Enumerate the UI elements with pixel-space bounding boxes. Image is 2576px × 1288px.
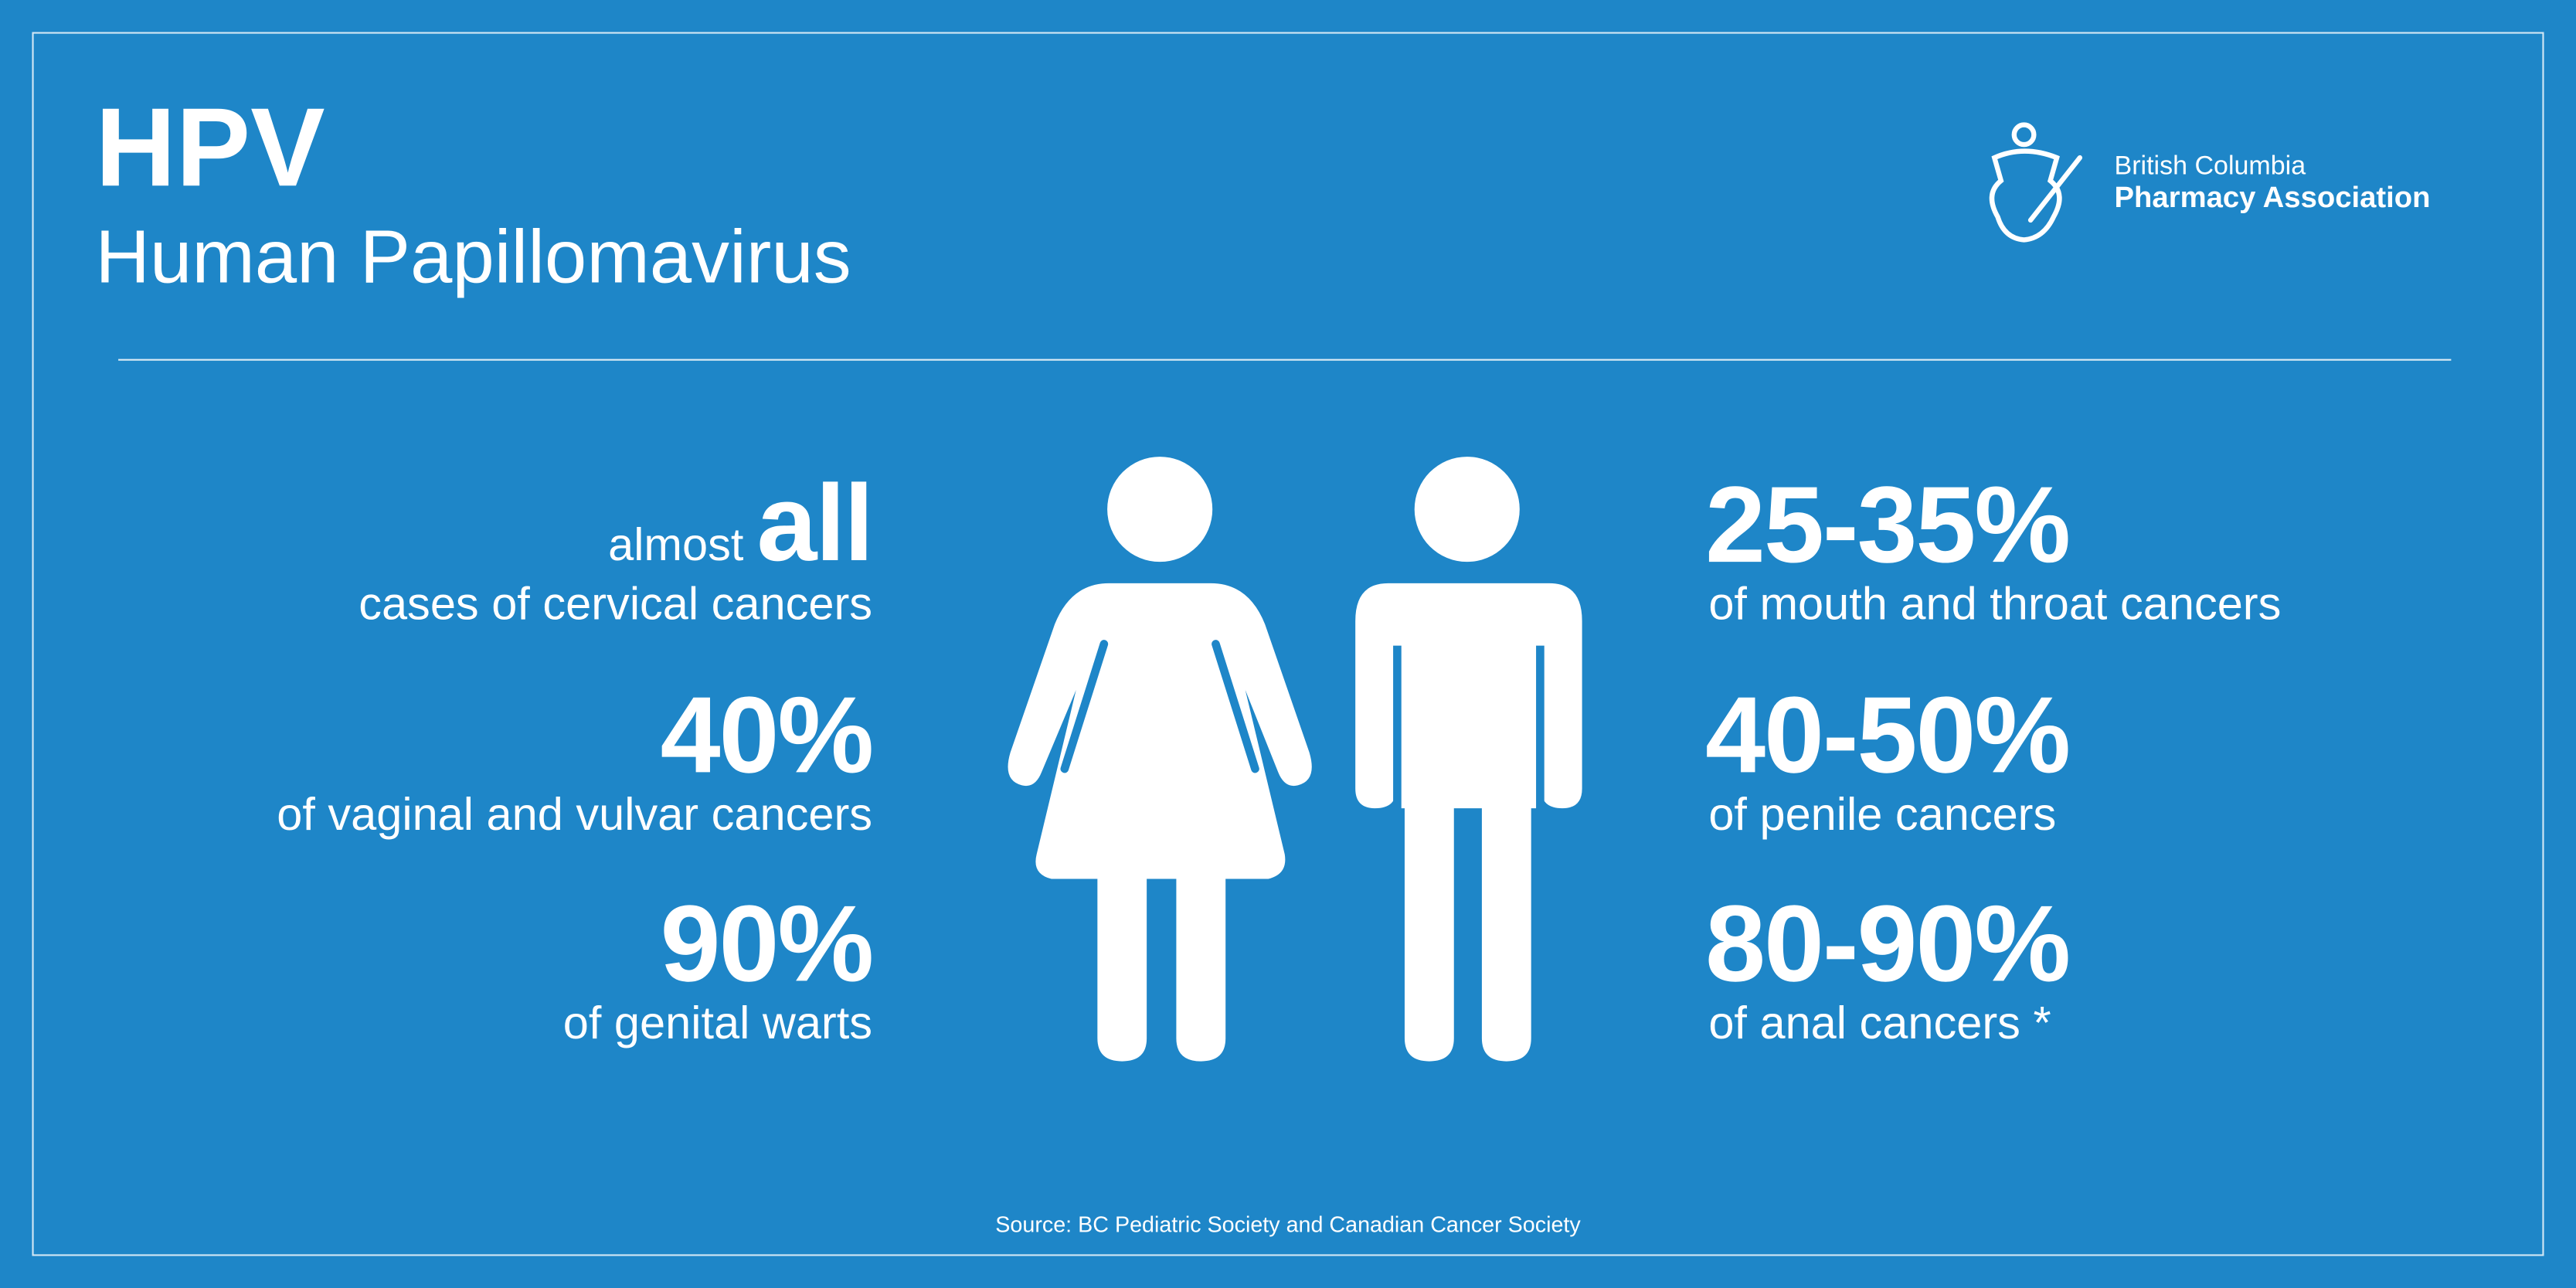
stat-figure: 40-50% <box>1705 674 2069 795</box>
logo <box>1989 122 2083 243</box>
stat-figure: all <box>756 462 872 583</box>
logo-icon-head <box>2011 122 2037 148</box>
logo-icon-body <box>1989 148 2062 243</box>
arm-gap <box>1212 640 1259 773</box>
female-body <box>1008 583 1312 879</box>
logo-icon-pestle <box>2027 155 2083 223</box>
stat-figure: 25-35% <box>1705 464 2069 585</box>
male-leg <box>1404 788 1454 1062</box>
logo-line2: Pharmacy Association <box>2115 181 2431 214</box>
female-icon <box>1008 457 1312 1062</box>
stat-description: of vaginal and vulvar cancers <box>277 788 872 840</box>
male-leg <box>1481 788 1531 1062</box>
subtitle: Human Papillomavirus <box>95 214 851 299</box>
male-icon <box>1355 457 1582 1062</box>
title: HPV <box>95 84 325 209</box>
stat-description: of anal cancers * <box>1708 997 2051 1048</box>
stat-prefix: almost <box>608 518 744 570</box>
male-body <box>1355 583 1582 809</box>
arm-gap <box>1060 640 1109 773</box>
stat-description: cases of cervical cancers <box>359 578 872 630</box>
stat-figure: almost all <box>608 462 872 583</box>
male-head <box>1414 457 1520 562</box>
arm-gap <box>1536 645 1545 811</box>
stat-figure: 80-90% <box>1705 882 2069 1004</box>
stat-description: of genital warts <box>563 997 872 1048</box>
stat-description: of mouth and throat cancers <box>1708 578 2281 630</box>
stat-description: of penile cancers <box>1708 788 2056 840</box>
stat-figure: 40% <box>661 674 872 795</box>
arm-gap <box>1393 645 1402 811</box>
frame <box>32 32 2544 1256</box>
female-leg <box>1097 870 1147 1062</box>
logo-line1: British Columbia <box>2115 151 2306 180</box>
female-head <box>1107 457 1213 562</box>
female-leg <box>1176 870 1226 1062</box>
stat-figure: 90% <box>661 882 872 1004</box>
source-note: Source: BC Pediatric Society and Canadia… <box>995 1213 1581 1238</box>
